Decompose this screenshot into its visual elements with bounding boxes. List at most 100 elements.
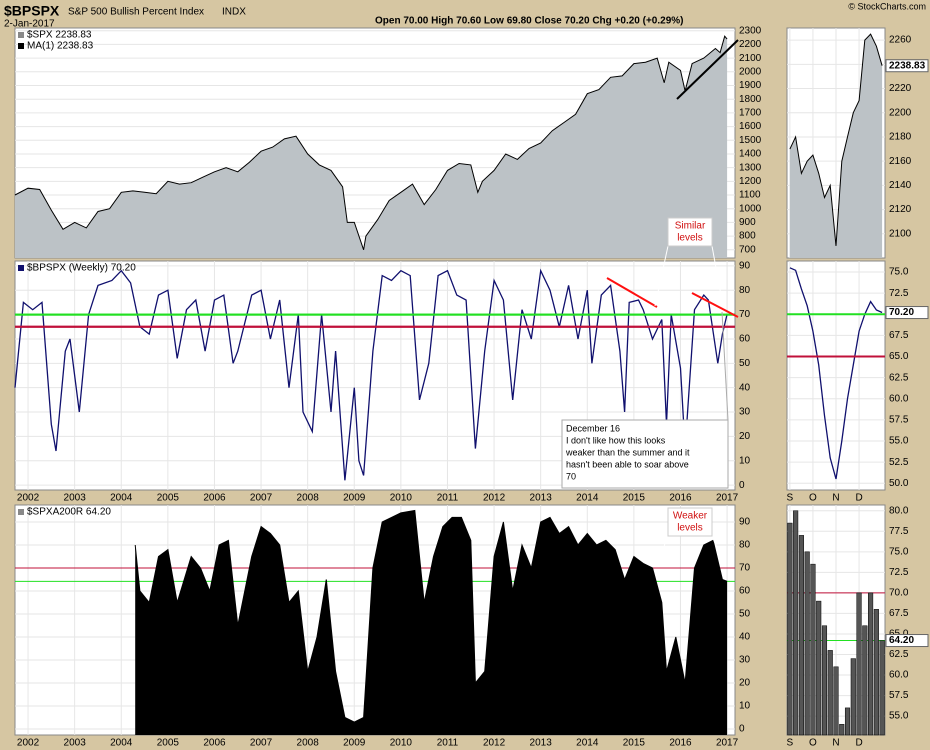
- x-tick-label: 2015: [623, 493, 646, 504]
- bar: [868, 592, 874, 736]
- y-tick-label: 67.5: [889, 330, 909, 341]
- pointer: [711, 535, 724, 563]
- y-tick-label: 10: [739, 455, 751, 466]
- callout-text: levels: [677, 523, 703, 534]
- legend-entry: $SPXA200R 64.20: [27, 507, 111, 518]
- x-tick-label: 2013: [530, 493, 553, 504]
- y-tick-label: 2300: [739, 25, 762, 36]
- y-tick-label: 62.5: [889, 649, 909, 660]
- y-tick-label: 1600: [739, 121, 762, 132]
- bar: [793, 510, 799, 736]
- y-tick-label: 1500: [739, 135, 762, 146]
- x-tick-label: 2014: [576, 493, 599, 504]
- title: $BPSPX: [4, 3, 60, 19]
- bar: [839, 724, 845, 736]
- y-tick-label: 1000: [739, 203, 762, 214]
- bar: [804, 551, 810, 736]
- y-tick-label: 1300: [739, 162, 762, 173]
- x-tick-label: O: [809, 493, 817, 504]
- y-tick-label: 60: [739, 586, 751, 597]
- y-tick-label: 50: [739, 358, 751, 369]
- x-tick-label: S: [787, 738, 794, 749]
- pointer: [657, 535, 669, 563]
- y-tick-label: 1700: [739, 108, 762, 119]
- x-tick-label: 2003: [64, 738, 87, 749]
- area: [15, 36, 728, 259]
- y-tick-label: 72.5: [889, 288, 909, 299]
- bar: [827, 650, 833, 736]
- note-box: [561, 419, 729, 489]
- y-tick-label: 80.0: [889, 505, 909, 516]
- y-tick-label: 72.5: [889, 567, 909, 578]
- x-tick-label: 2002: [17, 738, 40, 749]
- bar: [862, 625, 868, 736]
- y-tick-label: 65.0: [889, 351, 909, 362]
- credit: © StockCharts.com: [848, 1, 926, 11]
- y-tick-label: 90: [739, 517, 751, 528]
- x-tick-label: 2012: [483, 493, 506, 504]
- bar: [798, 535, 804, 736]
- area-line: [789, 33, 883, 246]
- x-tick-label: 2015: [623, 738, 646, 749]
- x-tick-label: D: [855, 493, 862, 504]
- x-tick-label: 2013: [530, 738, 553, 749]
- bar: [787, 522, 793, 736]
- x-tick-label: 2004: [110, 738, 133, 749]
- legend-entry: $SPX 2238.83: [27, 30, 92, 41]
- exchange: INDX: [222, 7, 246, 18]
- y-tick-label: 800: [739, 231, 756, 242]
- note-text: 70: [566, 471, 576, 481]
- x-tick-label: 2012: [483, 738, 506, 749]
- legend-swatch: [18, 265, 24, 271]
- note-text: hasn't been able to soar above: [566, 459, 689, 469]
- y-tick-label: 70: [739, 563, 751, 574]
- x-tick-label: 2017: [716, 493, 739, 504]
- subtitle: S&P 500 Bullish Percent Index: [68, 7, 204, 18]
- callout-box: [667, 507, 713, 537]
- pointer: [654, 245, 669, 307]
- x-tick-label: 2009: [343, 738, 366, 749]
- y-tick-label: 2100: [739, 53, 762, 64]
- trendline: [676, 39, 739, 100]
- y-tick-label: 2200: [889, 107, 912, 118]
- y-tick-label: 57.5: [889, 415, 909, 426]
- y-tick-label: 0: [739, 724, 745, 735]
- y-tick-label: 10: [739, 701, 751, 712]
- y-tick-label: 30: [739, 407, 751, 418]
- x-tick-label: 2004: [110, 493, 133, 504]
- legend-swatch: [18, 509, 24, 515]
- y-tick-label: 55.0: [889, 436, 909, 447]
- last-value-box: [885, 306, 929, 320]
- y-tick-label: 80: [739, 540, 751, 551]
- area: [789, 34, 883, 258]
- x-tick-label: 2002: [17, 493, 40, 504]
- y-tick-label: 1200: [739, 176, 762, 187]
- callout-box: [667, 217, 713, 247]
- callout-text: levels: [677, 233, 703, 244]
- y-tick-label: 30: [739, 655, 751, 666]
- y-tick-label: 2120: [889, 204, 912, 215]
- y-tick-label: 20: [739, 678, 751, 689]
- y-tick-label: 2200: [739, 39, 762, 50]
- x-tick-label: 2016: [669, 493, 692, 504]
- bar: [873, 609, 879, 736]
- x-tick-label: N: [832, 493, 839, 504]
- y-tick-label: 2000: [739, 66, 762, 77]
- x-tick-label: 2011: [437, 738, 459, 749]
- y-tick-label: 1100: [739, 190, 761, 201]
- y-tick-label: 77.5: [889, 526, 909, 537]
- bar: [816, 600, 822, 736]
- x-tick-label: D: [855, 738, 862, 749]
- legend-swatch: [18, 32, 24, 38]
- y-tick-label: 2140: [889, 180, 912, 191]
- y-tick-label: 50: [739, 609, 751, 620]
- y-tick-label: 55.0: [889, 711, 909, 722]
- x-tick-label: 2008: [297, 493, 320, 504]
- trendline: [606, 277, 658, 308]
- x-tick-label: 2010: [390, 493, 413, 504]
- x-tick-label: 2014: [576, 738, 599, 749]
- y-tick-label: 0: [739, 480, 745, 491]
- line: [789, 267, 883, 480]
- y-tick-label: 1800: [739, 94, 762, 105]
